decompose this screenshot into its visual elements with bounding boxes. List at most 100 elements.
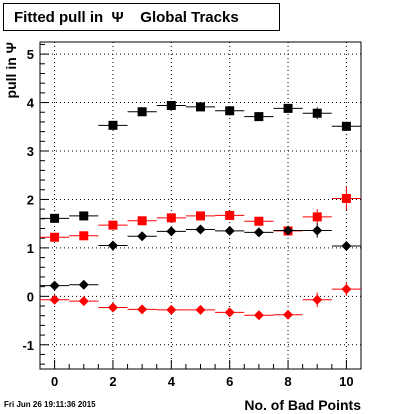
marker-square [166, 100, 176, 110]
y-axis-label: pull in Ψ [3, 42, 19, 98]
data-point [69, 231, 99, 241]
data-point [215, 307, 245, 318]
marker-diamond [166, 226, 177, 237]
marker-diamond [341, 284, 352, 295]
marker-diamond [312, 225, 323, 236]
marker-diamond [107, 240, 118, 251]
marker-square [341, 121, 351, 131]
marker-square [79, 231, 89, 241]
marker-diamond [283, 225, 294, 236]
x-tick-label: 4 [168, 374, 176, 389]
data-point [156, 304, 186, 315]
plot-frame [39, 41, 362, 370]
data-point [127, 216, 157, 226]
marker-diamond [78, 296, 89, 307]
marker-square [312, 212, 322, 222]
axis-ticks [39, 43, 362, 369]
x-tick-label: 8 [284, 374, 291, 389]
series-3 [40, 223, 361, 291]
data-point [156, 213, 186, 223]
marker-diamond [224, 307, 235, 318]
data-point [331, 121, 361, 131]
marker-square [79, 211, 89, 221]
marker-diamond [283, 309, 294, 320]
data-point [244, 227, 274, 238]
data-point [273, 225, 303, 236]
marker-square [254, 216, 264, 226]
data-point [331, 282, 361, 296]
data-point [98, 220, 128, 230]
marker-square [108, 120, 118, 130]
x-tick-label: 6 [226, 374, 233, 389]
marker-square [137, 107, 147, 117]
chart-title: Fitted pull in Ψ Global Tracks [3, 3, 280, 31]
y-tick-label: 2 [27, 192, 34, 207]
x-tick-label: 2 [109, 374, 116, 389]
data-point [156, 226, 186, 237]
data-point [156, 100, 186, 110]
y-tick-label: 1 [27, 241, 34, 256]
marker-diamond [253, 310, 264, 321]
marker-diamond [166, 304, 177, 315]
marker-square [225, 106, 235, 116]
data-point [215, 106, 245, 116]
data-point [273, 103, 303, 113]
marker-square [196, 211, 205, 221]
marker-square [166, 213, 176, 223]
marker-diamond [49, 294, 60, 305]
marker-diamond [137, 231, 148, 242]
data-point [215, 225, 245, 236]
marker-diamond [195, 224, 206, 235]
marker-square [108, 220, 118, 230]
data-point [244, 216, 274, 226]
data-point [40, 280, 70, 291]
marker-diamond [137, 304, 148, 315]
marker-square [225, 210, 235, 220]
y-tick-label: 3 [27, 144, 34, 159]
data-point [185, 224, 216, 235]
series-1 [40, 100, 361, 223]
x-tick-label: 0 [51, 374, 58, 389]
data-point [69, 279, 99, 290]
data-point [98, 240, 128, 251]
marker-square [137, 216, 147, 226]
marker-square [341, 193, 351, 203]
data-point [40, 213, 70, 223]
data-point [302, 209, 332, 225]
data-point [127, 107, 157, 117]
y-tick-label: 4 [27, 96, 35, 111]
data-point [69, 211, 99, 221]
data-point [302, 107, 332, 120]
data-series [40, 100, 361, 321]
marker-diamond [341, 240, 352, 251]
data-point [215, 210, 245, 220]
marker-diamond [253, 227, 264, 238]
marker-square [312, 108, 322, 118]
data-point [331, 186, 361, 211]
data-point [127, 231, 157, 242]
data-point [331, 240, 361, 251]
data-point [69, 296, 99, 307]
y-tick-label: 0 [27, 289, 34, 304]
marker-diamond [107, 302, 118, 313]
data-point [273, 309, 303, 320]
data-point [302, 223, 332, 238]
data-point [185, 102, 216, 112]
marker-square [196, 102, 205, 112]
data-point [244, 310, 274, 321]
axis-tick-labels: 0 2 4 6 8 10 -1 0 1 2 3 4 5 [22, 47, 353, 389]
marker-square [50, 213, 60, 223]
marker-square [283, 103, 293, 113]
marker-diamond [49, 280, 60, 291]
grid [40, 42, 361, 369]
data-point [98, 120, 128, 130]
marker-square [254, 112, 264, 122]
data-point [302, 292, 332, 307]
timestamp: Fri Jun 26 19:11:36 2015 [4, 400, 96, 409]
data-point [127, 304, 157, 315]
data-point [40, 294, 70, 305]
data-point [185, 211, 216, 221]
x-axis-label: No. of Bad Points [244, 397, 361, 413]
marker-diamond [224, 225, 235, 236]
